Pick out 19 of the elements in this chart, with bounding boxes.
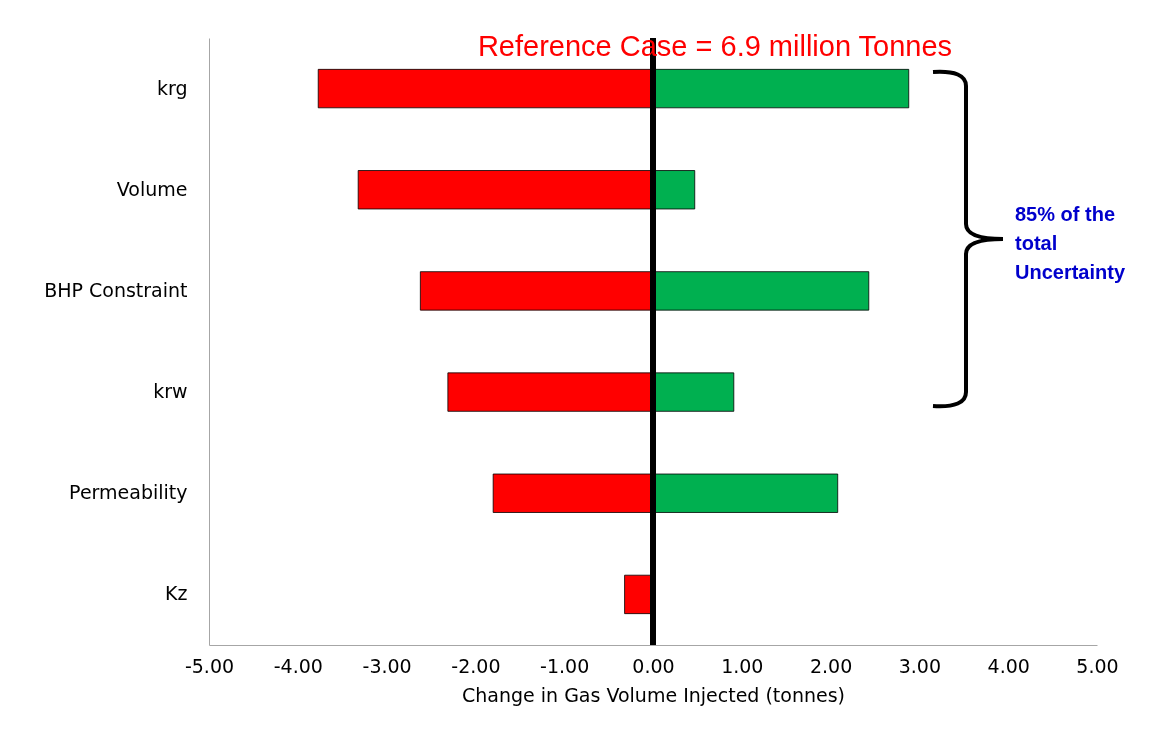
y-tick-label: krw	[153, 380, 188, 403]
y-tick-label: BHP Constraint	[44, 278, 188, 301]
y-tick-label: krg	[156, 76, 188, 99]
x-tick-label: -3.00	[362, 654, 412, 677]
x-tick-label: 1.00	[721, 654, 764, 677]
x-axis-title: Change in Gas Volume Injected (tonnes)	[461, 683, 846, 706]
y-tick-label: Volume	[116, 177, 188, 200]
y-tick-label: Kz	[165, 582, 188, 605]
x-tick-label: 2.00	[809, 654, 853, 677]
annotation: 85% of the total Uncertainty	[1015, 202, 1127, 285]
x-tick-label: 5.00	[1076, 654, 1119, 677]
x-tick-label: -2.00	[451, 654, 501, 677]
x-tick-label: 0.00	[632, 654, 675, 677]
x-tick-label: -5.00	[184, 654, 235, 677]
x-tick-label: -4.00	[273, 654, 323, 677]
x-tick-label: -1.00	[540, 654, 590, 677]
x-tick-label: 3.00	[898, 654, 942, 677]
x-tick-label: 4.00	[987, 654, 1030, 677]
y-tick-label: Permeability	[69, 481, 188, 504]
